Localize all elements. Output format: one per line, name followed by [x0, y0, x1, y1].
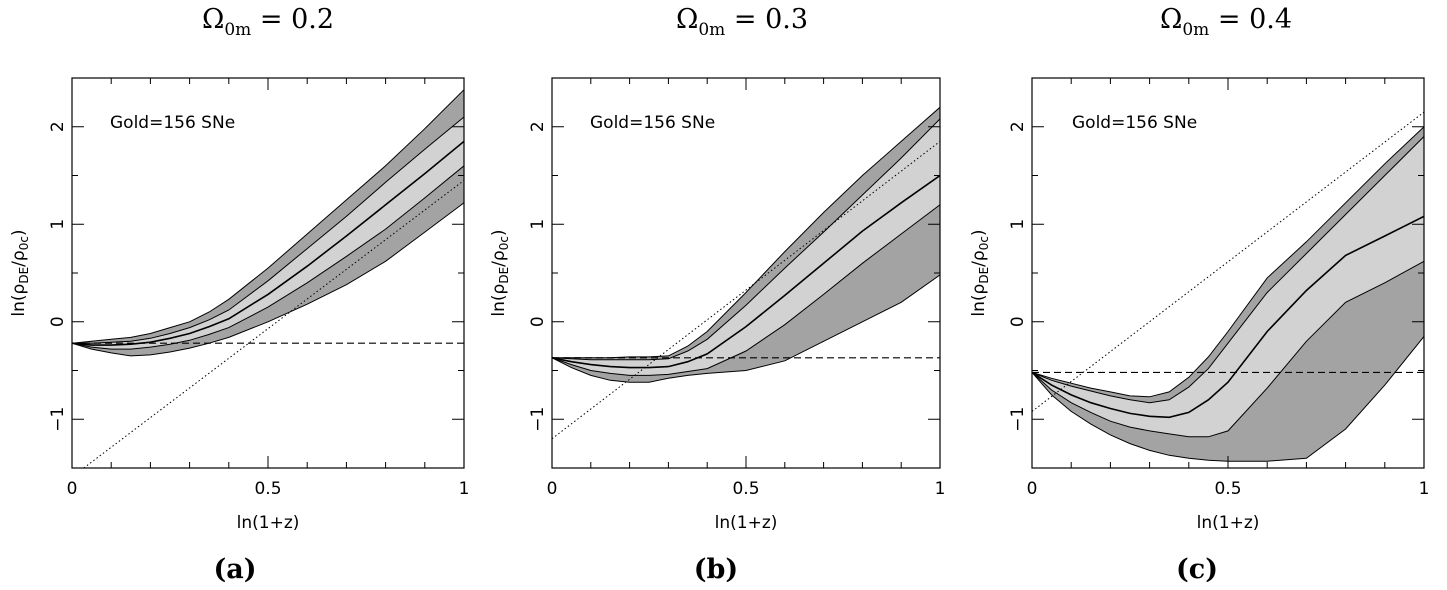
plot-area: [72, 89, 464, 468]
dotted-reference-line: [552, 140, 940, 440]
y-tick-label: −1: [1008, 407, 1028, 432]
axis-ticks: 0 0.5 1 −1 0 1 2: [48, 77, 470, 499]
y-tick-label: 0: [48, 316, 68, 327]
panel-title: Ω0m = 0.4: [1160, 4, 1292, 40]
y-axis-label: ln(ρDE/ρ0c): [489, 229, 511, 316]
dotted-reference-line: [83, 179, 464, 468]
y-axis-label: ln(ρDE/ρ0c): [9, 229, 31, 316]
y-tick-label: 1: [528, 219, 548, 230]
axis-ticks: 0 0.5 1 −1 0 1 2: [528, 77, 946, 499]
contour-2sigma-lower: [1032, 336, 1424, 462]
confidence-band-1sigma: [552, 118, 940, 376]
x-tick-label: 0.5: [732, 479, 759, 499]
panel-a: Ω0m = 0.2 0 0.5 1 −1 0 1 2 Gold=156 SNe ln(1+z…: [9, 4, 469, 585]
panel-label-b: (b): [694, 554, 738, 585]
best-fit-line: [72, 140, 464, 346]
y-tick-label: 0: [1008, 316, 1028, 327]
x-tick-label: 0.5: [254, 479, 281, 499]
annotation-gold-156-sne: Gold=156 SNe: [110, 113, 235, 133]
panel-label-c: (c): [1176, 554, 1218, 585]
contour-1sigma-upper: [1032, 136, 1424, 404]
panel-b: Ω0m = 0.3 0 0.5 1 −1 0 1 2 Gold=156 SNe ln(1+z…: [489, 4, 945, 585]
plot-area: [1032, 111, 1424, 462]
y-tick-label: 2: [528, 121, 548, 132]
plot-area: [552, 106, 940, 440]
contour-1sigma-lower: [72, 165, 464, 350]
best-fit-line: [1032, 215, 1424, 419]
x-tick-label: 0: [67, 479, 78, 499]
x-axis-label: ln(1+z): [715, 513, 778, 533]
panel-c: Ω0m = 0.4 0 0.5 1 −1 0 1 2 Gold=156 SNe ln(1+z…: [969, 4, 1429, 585]
x-tick-label: 0.5: [1214, 479, 1241, 499]
y-tick-label: 2: [48, 121, 68, 132]
annotation-gold-156-sne: Gold=156 SNe: [590, 113, 715, 133]
contour-2sigma-upper: [72, 89, 464, 344]
x-tick-label: 0: [547, 479, 558, 499]
y-axis-label: ln(ρDE/ρ0c): [969, 229, 991, 316]
best-fit-line: [552, 174, 940, 369]
y-tick-label: 0: [528, 316, 548, 327]
contour-1sigma-lower: [552, 204, 940, 376]
annotation-gold-156-sne: Gold=156 SNe: [1072, 113, 1197, 133]
y-tick-label: 1: [48, 219, 68, 230]
y-tick-label: 1: [1008, 219, 1028, 230]
confidence-band-2sigma: [552, 107, 940, 383]
contour-1sigma-upper: [72, 116, 464, 344]
x-tick-label: 0: [1027, 479, 1038, 499]
contour-2sigma-upper: [1032, 126, 1424, 398]
panel-label-a: (a): [213, 554, 256, 585]
y-tick-label: −1: [48, 407, 68, 432]
confidence-band-1sigma: [72, 117, 464, 350]
confidence-band-1sigma: [1032, 136, 1424, 437]
y-tick-label: 2: [1008, 121, 1028, 132]
x-axis-label: ln(1+z): [1197, 513, 1260, 533]
x-tick-label: 1: [459, 479, 470, 499]
contour-2sigma-lower: [552, 274, 940, 383]
x-axis-label: ln(1+z): [237, 513, 300, 533]
y-tick-label: −1: [528, 407, 548, 432]
contour-1sigma-upper: [552, 118, 940, 361]
x-tick-label: 1: [1419, 479, 1430, 499]
axis-ticks: 0 0.5 1 −1 0 1 2: [1008, 77, 1430, 499]
panel-title: Ω0m = 0.2: [202, 4, 334, 40]
x-tick-label: 1: [935, 479, 946, 499]
panel-title: Ω0m = 0.3: [676, 4, 808, 40]
contour-1sigma-lower: [1032, 260, 1424, 438]
confidence-band-2sigma: [1032, 126, 1424, 462]
